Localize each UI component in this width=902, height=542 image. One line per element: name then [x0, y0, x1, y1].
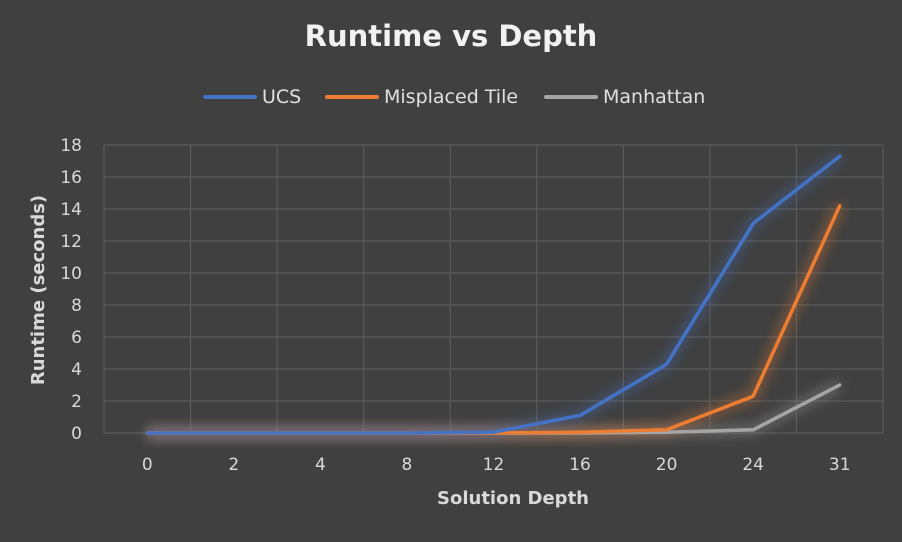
series-layer — [145, 154, 842, 435]
series-glow-misplaced-tile — [147, 203, 844, 438]
series-glow-manhattan — [147, 381, 842, 438]
y-tick-label: 16 — [60, 168, 82, 188]
y-tick-label: 4 — [71, 360, 82, 380]
grid — [103, 144, 884, 434]
y-tick-label: 10 — [60, 264, 82, 284]
x-axis-label: Solution Depth — [437, 488, 589, 509]
y-axis-label: Runtime (seconds) — [28, 195, 49, 385]
x-tick-label: 12 — [483, 455, 505, 475]
x-tick-label: 2 — [228, 455, 239, 475]
y-axis-ticks: 0 2 4 6 8 10 12 14 16 18 — [60, 136, 82, 444]
series-glow-layer — [147, 152, 844, 438]
legend: UCS Misplaced Tile Manhattan — [203, 86, 705, 108]
x-tick-label: 8 — [402, 455, 413, 475]
series-line-ucs — [145, 154, 842, 435]
y-tick-label: 12 — [60, 232, 82, 252]
legend-label-ucs: UCS — [262, 86, 301, 108]
y-tick-label: 6 — [71, 328, 82, 348]
x-tick-label: 20 — [656, 455, 678, 475]
series-glow-ucs — [147, 152, 843, 438]
x-axis-ticks: 0 2 4 8 12 16 20 24 31 — [142, 455, 851, 475]
y-tick-label: 0 — [71, 424, 82, 444]
y-tick-label: 2 — [71, 392, 82, 412]
x-tick-label: 0 — [142, 455, 153, 475]
y-tick-label: 18 — [60, 136, 82, 156]
y-tick-label: 8 — [71, 296, 82, 316]
x-tick-label: 16 — [569, 455, 591, 475]
x-tick-label: 31 — [829, 455, 851, 475]
legend-label-manhattan: Manhattan — [603, 86, 705, 108]
x-tick-label: 4 — [315, 455, 326, 475]
legend-label-misplaced-tile: Misplaced Tile — [384, 86, 518, 108]
chart-title: Runtime vs Depth — [305, 19, 598, 53]
x-tick-label: 24 — [742, 455, 764, 475]
y-tick-label: 14 — [60, 200, 82, 220]
